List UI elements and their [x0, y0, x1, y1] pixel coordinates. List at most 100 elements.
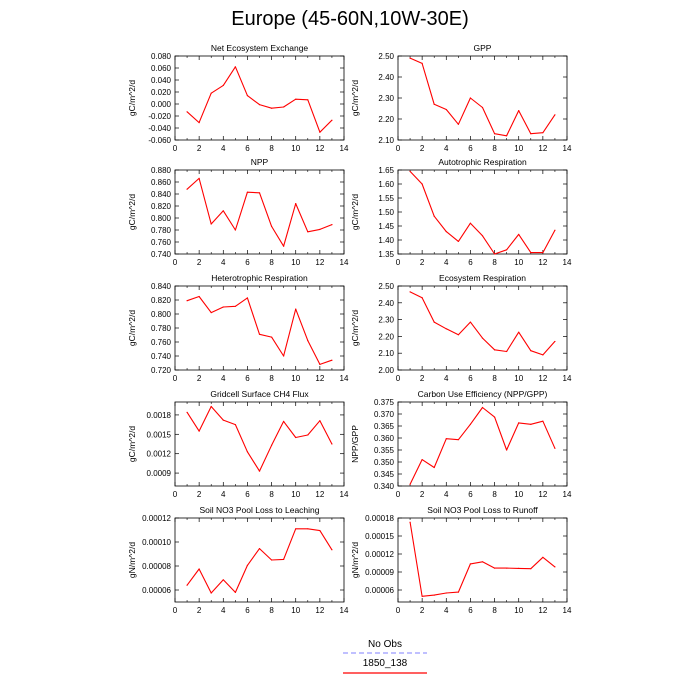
data-point-soil-no3-pool-loss-to-leaching	[210, 592, 212, 594]
data-point-carbon-use-efficiency-npp-gpp	[433, 466, 435, 469]
x-tick-label-gridcell-surface-ch4-flux: 12	[315, 490, 324, 499]
data-point-gridcell-surface-ch4-flux	[210, 405, 212, 408]
x-tick-label-gridcell-surface-ch4-flux: 8	[269, 490, 274, 499]
data-point-npp	[283, 245, 285, 247]
data-point-gridcell-surface-ch4-flux	[246, 451, 249, 453]
data-point-carbon-use-efficiency-npp-gpp	[469, 423, 472, 425]
data-point-heterotrophic-respiration	[295, 308, 297, 310]
y-tick-label-soil-no3-pool-loss-to-runoff: 0.00006	[365, 586, 394, 595]
data-point-soil-no3-pool-loss-to-leaching	[234, 591, 236, 594]
series-line-gridcell-surface-ch4-flux	[186, 405, 333, 472]
x-tick-label-gpp: 14	[563, 144, 572, 153]
data-point-soil-no3-pool-loss-to-runoff	[481, 561, 484, 563]
x-tick-label-autotrophic-respiration: 4	[444, 258, 449, 267]
x-tick-label-carbon-use-efficiency-npp-gpp: 8	[492, 490, 497, 499]
panel-title-ecosystem-respiration: Ecosystem Respiration	[439, 273, 526, 283]
panel-title-npp: NPP	[251, 157, 269, 167]
y-tick-label-heterotrophic-respiration: 0.760	[151, 338, 172, 347]
y-tick-label-gpp: 2.10	[378, 136, 394, 145]
panel-soil-no3-pool-loss-to-runoff: Soil NO3 Pool Loss to Runoff 0 2 4 6 8 10 12 14 0…	[350, 505, 572, 615]
data-point-heterotrophic-respiration	[198, 295, 200, 298]
plot-frame-carbon-use-efficiency-npp-gpp	[397, 401, 568, 487]
y-axis-label-heterotrophic-respiration: gC/m^2/d	[127, 310, 137, 346]
data-point-ecosystem-respiration	[542, 354, 544, 356]
data-point-carbon-use-efficiency-npp-gpp	[554, 447, 556, 449]
y-axis-label-autotrophic-respiration: gC/m^2/d	[350, 194, 360, 230]
series-line-ecosystem-respiration	[409, 291, 556, 356]
panel-title-gridcell-surface-ch4-flux: Gridcell Surface CH4 Flux	[210, 389, 309, 399]
y-tick-label-carbon-use-efficiency-npp-gpp: 0.355	[374, 446, 395, 455]
plot-frame-gridcell-surface-ch4-flux	[174, 401, 345, 487]
data-point-net-ecosystem-exchange	[258, 104, 261, 106]
x-tick-label-autotrophic-respiration: 8	[492, 258, 497, 267]
data-point-gridcell-surface-ch4-flux	[283, 420, 285, 422]
data-point-autotrophic-respiration	[445, 231, 447, 233]
series-line-soil-no3-pool-loss-to-leaching	[186, 528, 333, 594]
y-tick-label-autotrophic-respiration: 1.65	[378, 166, 394, 175]
x-tick-label-ecosystem-respiration: 2	[420, 374, 425, 383]
data-point-npp	[307, 231, 309, 233]
x-tick-label-gpp: 4	[444, 144, 449, 153]
x-tick-label-autotrophic-respiration: 14	[563, 258, 572, 267]
data-point-soil-no3-pool-loss-to-leaching	[246, 564, 249, 567]
data-point-gridcell-surface-ch4-flux	[319, 420, 321, 422]
x-tick-label-autotrophic-respiration: 0	[396, 258, 401, 267]
x-tick-label-gpp: 2	[420, 144, 425, 153]
data-point-soil-no3-pool-loss-to-leaching	[186, 584, 188, 586]
x-tick-label-net-ecosystem-exchange: 6	[245, 144, 250, 153]
y-tick-label-carbon-use-efficiency-npp-gpp: 0.345	[374, 470, 395, 479]
x-tick-label-carbon-use-efficiency-npp-gpp: 12	[538, 490, 547, 499]
data-point-gridcell-surface-ch4-flux	[270, 444, 273, 446]
data-point-autotrophic-respiration	[506, 249, 508, 251]
x-tick-label-carbon-use-efficiency-npp-gpp: 6	[468, 490, 473, 499]
data-point-autotrophic-respiration	[469, 222, 472, 224]
y-tick-label-gridcell-surface-ch4-flux: 0.0015	[147, 430, 172, 439]
x-tick-label-net-ecosystem-exchange: 12	[315, 144, 324, 153]
y-tick-label-npp: 0.840	[151, 190, 172, 199]
x-tick-label-soil-no3-pool-loss-to-runoff: 2	[420, 606, 425, 615]
x-tick-label-npp: 6	[245, 258, 250, 267]
y-tick-label-carbon-use-efficiency-npp-gpp: 0.370	[374, 410, 395, 419]
data-point-carbon-use-efficiency-npp-gpp	[530, 423, 532, 425]
data-point-npp	[234, 229, 236, 231]
data-point-soil-no3-pool-loss-to-leaching	[295, 528, 297, 530]
x-tick-label-npp: 4	[221, 258, 226, 267]
data-point-ecosystem-respiration	[409, 291, 411, 293]
panel-npp: NPP 0 2 4 6 8 10 12 14 0.740 0.760 0.780 0.800 0.820 0…	[127, 157, 349, 267]
x-tick-label-gpp: 0	[396, 144, 401, 153]
y-tick-label-heterotrophic-respiration: 0.720	[151, 366, 172, 375]
x-tick-label-ecosystem-respiration: 6	[468, 374, 473, 383]
data-point-soil-no3-pool-loss-to-runoff	[493, 567, 496, 569]
data-point-heterotrophic-respiration	[283, 355, 285, 357]
data-point-net-ecosystem-exchange	[222, 84, 224, 86]
x-tick-label-autotrophic-respiration: 10	[514, 258, 523, 267]
panel-ecosystem-respiration: Ecosystem Respiration 0 2 4 6 8 10 12 14 2.00 2.10…	[350, 273, 572, 383]
x-tick-label-soil-no3-pool-loss-to-leaching: 6	[245, 606, 250, 615]
panel-heterotrophic-respiration: Heterotrophic Respiration 0 2 4 6 8 10 12 14 0.72…	[127, 273, 349, 383]
data-point-heterotrophic-respiration	[246, 297, 249, 299]
y-tick-label-autotrophic-respiration: 1.50	[378, 208, 394, 217]
x-tick-label-carbon-use-efficiency-npp-gpp: 14	[563, 490, 572, 499]
y-tick-label-soil-no3-pool-loss-to-leaching: 0.00010	[142, 538, 171, 547]
y-axis-label-soil-no3-pool-loss-to-leaching: gN/m^2/d	[127, 542, 137, 578]
data-point-heterotrophic-respiration	[307, 340, 309, 342]
data-point-carbon-use-efficiency-npp-gpp	[493, 416, 496, 418]
x-tick-label-gpp: 10	[514, 144, 523, 153]
data-point-ecosystem-respiration	[433, 321, 435, 323]
x-tick-label-heterotrophic-respiration: 4	[221, 374, 226, 383]
data-point-soil-no3-pool-loss-to-runoff	[457, 591, 459, 593]
data-point-soil-no3-pool-loss-to-leaching	[270, 559, 273, 561]
x-tick-label-gridcell-surface-ch4-flux: 6	[245, 490, 250, 499]
y-tick-label-ecosystem-respiration: 2.40	[378, 299, 394, 308]
data-point-autotrophic-respiration	[433, 215, 435, 217]
x-tick-label-net-ecosystem-exchange: 8	[269, 144, 274, 153]
data-point-net-ecosystem-exchange	[307, 99, 309, 101]
data-point-ecosystem-respiration	[518, 331, 520, 333]
panel-net-ecosystem-exchange: Net Ecosystem Exchange 0 2 4 6 8 10 12 14 -0.060 -…	[127, 43, 349, 153]
data-point-npp	[246, 191, 249, 193]
x-tick-label-ecosystem-respiration: 4	[444, 374, 449, 383]
data-point-ecosystem-respiration	[530, 350, 532, 352]
y-tick-label-carbon-use-efficiency-npp-gpp: 0.340	[374, 482, 395, 491]
data-point-soil-no3-pool-loss-to-runoff	[433, 594, 435, 596]
y-tick-label-heterotrophic-respiration: 0.840	[151, 282, 172, 291]
